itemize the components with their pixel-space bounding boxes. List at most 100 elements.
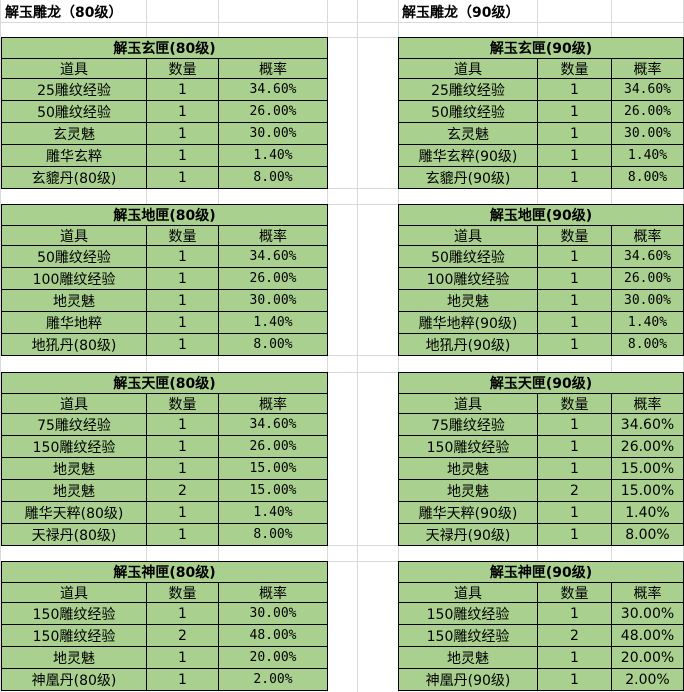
quantity: 1 (146, 245, 219, 268)
quantity: 1 (537, 267, 612, 290)
quantity: 1 (537, 435, 612, 458)
item-name: 50雕纹经验 (1, 100, 147, 123)
item-name: 地犼丹(90级) (398, 333, 538, 356)
probability: 34.60% (611, 78, 684, 101)
column-header: 道具 (398, 582, 538, 603)
probability: 26.00% (611, 100, 684, 123)
quantity: 1 (146, 435, 219, 458)
quantity: 1 (537, 166, 612, 189)
probability: 48.00% (611, 624, 684, 647)
probability: 15.00% (218, 479, 328, 502)
column-header: 数量 (537, 225, 612, 246)
probability: 34.60% (218, 78, 328, 101)
probability: 8.00% (611, 333, 684, 356)
quantity: 1 (146, 457, 219, 480)
column-header: 数量 (537, 58, 612, 79)
item-name: 地灵魅 (398, 479, 538, 502)
table-title: 解玉地匣(90级) (398, 204, 684, 226)
probability: 30.00% (611, 122, 684, 145)
item-name: 玄貔丹(80级) (1, 166, 147, 189)
item-name: 雕华玄粹 (1, 144, 147, 167)
item-name: 50雕纹经验 (398, 245, 538, 268)
item-name: 150雕纹经验 (1, 624, 147, 647)
grid-line (357, 0, 358, 692)
item-name: 150雕纹经验 (398, 602, 538, 625)
probability: 8.00% (611, 166, 684, 189)
table-title: 解玉神匣(80级) (1, 561, 328, 583)
quantity: 1 (146, 501, 219, 524)
grid-line (0, 22, 684, 23)
item-name: 雕华地粹 (1, 311, 147, 334)
column-header: 概率 (611, 225, 684, 246)
probability: 26.00% (218, 100, 328, 123)
quantity: 1 (146, 646, 219, 669)
grid-line (0, 355, 684, 356)
item-name: 地灵魅 (1, 646, 147, 669)
item-name: 25雕纹经验 (1, 78, 147, 101)
probability: 1.40% (611, 311, 684, 334)
probability: 1.40% (218, 501, 328, 524)
grid-line (0, 545, 684, 546)
sheet-heading: 解玉雕龙（90级） (402, 5, 520, 21)
item-name: 玄灵魅 (1, 122, 147, 145)
probability: 20.00% (218, 646, 328, 669)
probability: 30.00% (218, 602, 328, 625)
quantity: 1 (537, 122, 612, 145)
grid-line (0, 204, 684, 205)
item-name: 雕华玄粹(90级) (398, 144, 538, 167)
probability: 30.00% (611, 289, 684, 312)
quantity: 1 (537, 501, 612, 524)
quantity: 1 (537, 245, 612, 268)
column-header: 概率 (218, 58, 328, 79)
sheet-heading: 解玉雕龙（80级） (5, 5, 123, 21)
table-title: 解玉天匣(90级) (398, 372, 684, 394)
probability: 1.40% (218, 311, 328, 334)
grid-line (0, 0, 1, 692)
column-header: 数量 (146, 582, 219, 603)
quantity: 1 (146, 267, 219, 290)
column-header: 道具 (1, 225, 147, 246)
item-name: 50雕纹经验 (1, 245, 147, 268)
table-title: 解玉神匣(90级) (398, 561, 684, 583)
quantity: 1 (146, 668, 219, 691)
column-header: 道具 (398, 58, 538, 79)
quantity: 1 (537, 78, 612, 101)
item-name: 神凰丹(90级) (398, 668, 538, 691)
item-name: 50雕纹经验 (398, 100, 538, 123)
quantity: 1 (146, 311, 219, 334)
grid-line (0, 561, 684, 562)
item-name: 75雕纹经验 (1, 413, 147, 436)
quantity: 2 (537, 479, 612, 502)
probability: 8.00% (218, 523, 328, 546)
quantity: 1 (537, 144, 612, 167)
column-header: 概率 (611, 393, 684, 414)
quantity: 1 (537, 646, 612, 669)
item-name: 地灵魅 (1, 289, 147, 312)
probability: 1.40% (611, 501, 684, 524)
probability: 48.00% (218, 624, 328, 647)
column-header: 数量 (146, 225, 219, 246)
quantity: 1 (146, 413, 219, 436)
column-header: 概率 (611, 58, 684, 79)
probability: 20.00% (611, 646, 684, 669)
quantity: 1 (146, 144, 219, 167)
probability: 34.60% (218, 245, 328, 268)
quantity: 1 (146, 333, 219, 356)
column-header: 数量 (146, 58, 219, 79)
probability: 1.40% (611, 144, 684, 167)
table-title: 解玉玄匣(90级) (398, 37, 684, 59)
quantity: 1 (146, 289, 219, 312)
item-name: 150雕纹经验 (398, 624, 538, 647)
item-name: 150雕纹经验 (1, 435, 147, 458)
column-header: 道具 (1, 582, 147, 603)
quantity: 1 (146, 78, 219, 101)
probability: 15.00% (611, 457, 684, 480)
item-name: 天禄丹(80级) (1, 523, 147, 546)
table-title: 解玉地匣(80级) (1, 204, 328, 226)
quantity: 1 (146, 122, 219, 145)
probability: 30.00% (218, 289, 328, 312)
quantity: 1 (146, 166, 219, 189)
item-name: 神凰丹(80级) (1, 668, 147, 691)
item-name: 地灵魅 (398, 457, 538, 480)
item-name: 75雕纹经验 (398, 413, 538, 436)
